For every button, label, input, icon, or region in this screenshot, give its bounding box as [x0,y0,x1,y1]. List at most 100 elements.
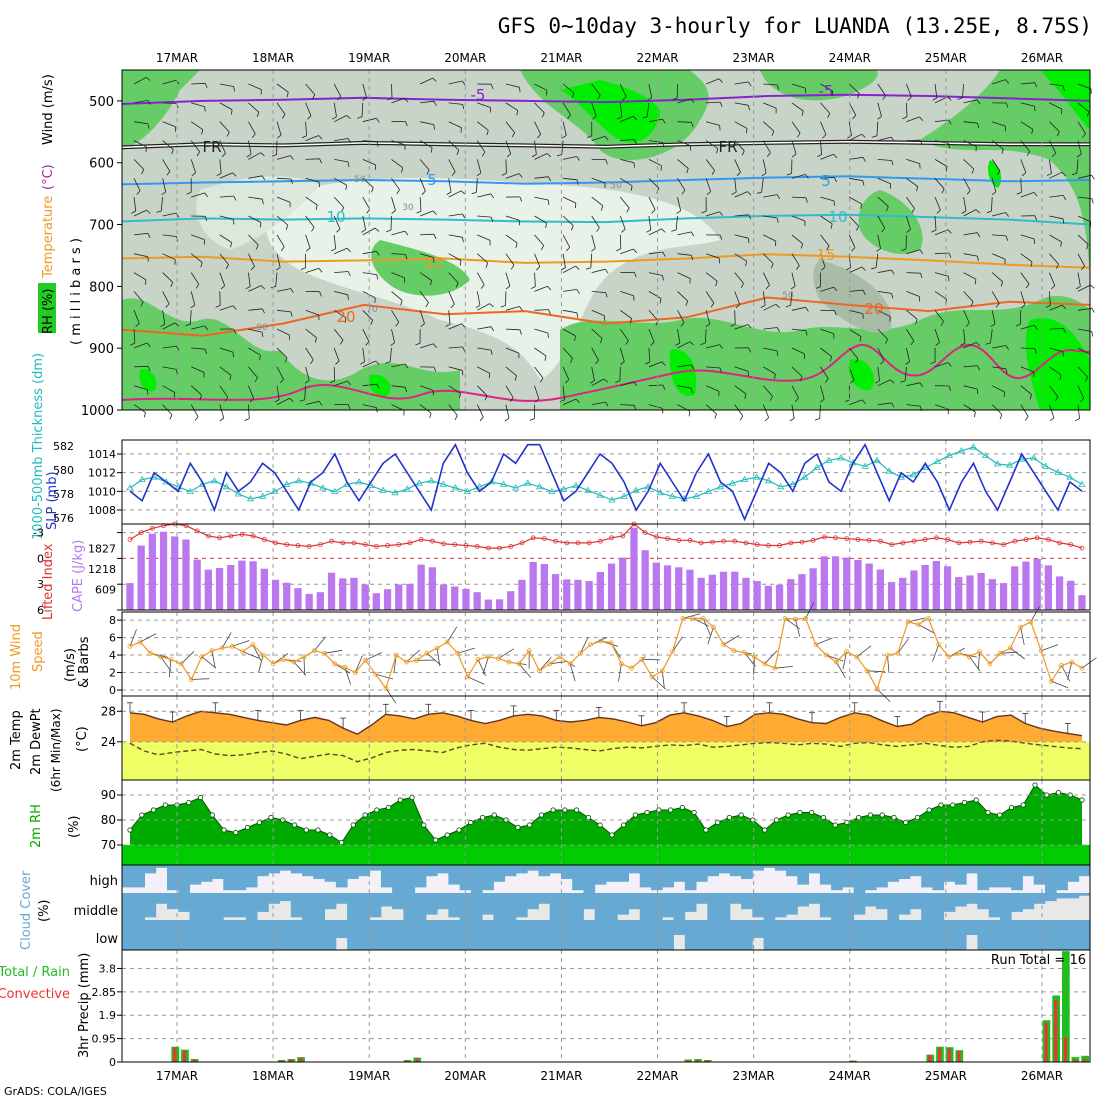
wind-barb-flag [576,289,580,294]
wind-barb [219,366,232,376]
temperature-unit-label: (°C) [41,164,56,190]
wind-speed-marker [383,685,389,691]
wind-barb-flag [575,398,580,403]
temp-axis-unit: (°C) [75,726,90,752]
wind-barb [877,269,892,273]
wind-barb [991,310,996,325]
wind-barb [591,177,606,184]
wind-barb-flag [1034,82,1038,88]
li-marker [217,535,223,541]
wind-speed-marker [1048,678,1054,684]
wind-barb-flag [387,97,393,101]
wind-barb-flag [199,394,202,400]
wind-barb [887,655,890,674]
wind-barb-flag [877,116,882,120]
cloud-cell [448,893,461,918]
rh2m-marker [432,837,439,843]
wind-barb-flag [143,412,146,418]
wind-barb-flag [160,323,166,327]
cloud-cell [741,893,753,910]
wind-barb [248,215,262,223]
cloud-layer-label: low [96,932,119,947]
wind-barb-flag [740,283,744,288]
wind-barb-flag [880,360,885,365]
cloud-cell [257,920,269,950]
wind-barb [1030,606,1040,623]
cloud-cell [1000,893,1012,920]
wind-barb [276,196,291,203]
cloud-cell [909,920,922,950]
wind-barb-flag [901,248,907,251]
wind-barb [743,652,756,667]
cloud-cell [651,893,663,920]
rh2m-marker [186,799,192,806]
wind-barb [505,215,520,221]
cloud-cell [223,920,235,950]
thickness-marker [933,457,942,464]
wind-barb-flag [891,402,895,408]
rh2m-marker [609,832,615,838]
cape-bar [406,583,414,610]
wind-barb-flag [371,187,374,193]
wind-barb [201,656,217,669]
wind-barb-flag [282,114,286,119]
wind-barb-flag [347,161,350,167]
wind-barb [763,347,778,352]
wind-barb [391,291,403,301]
rh2m-marker [597,822,603,828]
wind-barb-flag [890,136,895,142]
wind-barb-flag [616,248,621,252]
wind-barb [1077,366,1088,378]
wind-barb-flag [461,323,466,328]
wind-speed-marker [301,654,307,660]
cape-bar [708,574,716,610]
precip-tick-label: 2.85 [92,986,117,999]
wind-barb-flag [799,376,803,382]
thickness-marker [475,483,484,490]
wind-barb [133,253,148,258]
li-marker [743,540,749,546]
wind-barb-flag [459,260,462,266]
wind-barb [934,178,945,190]
wind-barb [406,649,421,663]
wind-barb [305,196,318,206]
li-marker [866,537,872,543]
wind-barb [820,253,826,268]
wind-barb [505,347,520,354]
cloud-cell [493,920,506,950]
wind-barb-flag [386,229,392,233]
thickness-marker [620,492,628,499]
wind-barb-flag [501,173,507,176]
wind-barb-flag [662,142,665,148]
wind-barb [702,618,711,636]
wind-barb [191,192,205,198]
wind-barb [774,666,793,669]
thickness-tick-label: 578 [53,488,74,501]
wind-barb-flag [748,81,752,87]
cloud-cell [133,920,145,950]
wind-barb [562,83,575,94]
wind-barb-flag [850,379,855,384]
wind-barb [333,328,344,341]
thickness-marker [511,484,520,491]
wind-barb-flag [165,303,170,308]
rh-axis-label: RH (%) [41,289,56,334]
wind-barb [849,196,862,205]
top-date-label: 24MAR [829,51,871,65]
rh2m-marker [479,814,486,821]
wind-barb [448,213,463,217]
wind-barb-flag [805,307,809,312]
rh2m-marker [691,809,697,816]
rh2m-marker [891,814,897,821]
wind-barb [248,366,258,378]
wind-speed-marker [752,654,757,660]
wind-barb-flag [260,285,265,290]
slp-tick-label: 1010 [88,485,116,498]
cloud-cell [617,920,629,950]
wind-speed-marker [813,642,819,647]
rh-saturated-area [1025,318,1090,410]
wind-barb [677,272,691,279]
wind-barb [620,159,634,164]
li-tick-label: 6 [37,604,44,617]
cloud-cell [459,865,472,891]
